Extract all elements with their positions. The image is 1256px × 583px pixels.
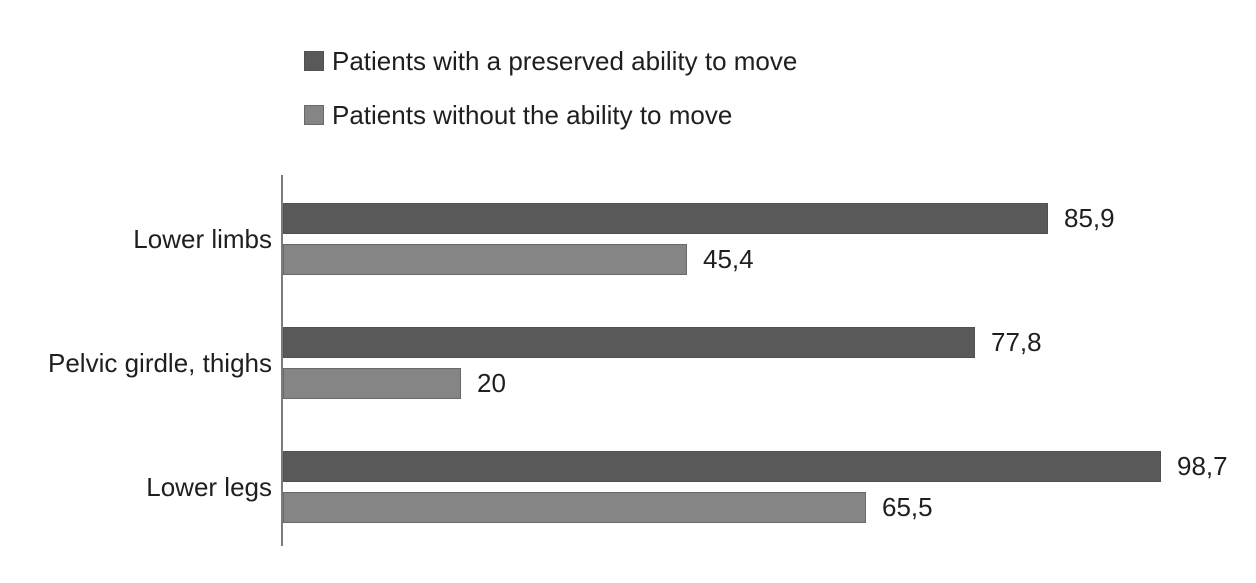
value-label: 77,8 <box>991 327 1042 357</box>
bar-series-1-lower-limbs <box>283 244 687 275</box>
bar-series-0-pelvic-girdle-thighs <box>283 327 975 358</box>
value-label: 20 <box>477 368 506 398</box>
legend-label-without-ability: Patients without the ability to move <box>332 100 733 130</box>
category-label: Lower limbs <box>133 224 272 254</box>
value-label: 98,7 <box>1177 451 1228 481</box>
value-label: 65,5 <box>882 492 933 522</box>
value-label: 85,9 <box>1064 203 1115 233</box>
chart-legend: Patients with a preserved ability to mov… <box>304 48 797 156</box>
bar-series-1-pelvic-girdle-thighs <box>283 368 461 399</box>
value-label: 45,4 <box>703 244 754 274</box>
bar-series-0-lower-limbs <box>283 203 1048 234</box>
category-label: Pelvic girdle, thighs <box>48 348 272 378</box>
legend-item-without-ability: Patients without the ability to move <box>304 102 797 128</box>
y-axis-line <box>281 175 283 546</box>
legend-swatch-dark-icon <box>304 51 324 71</box>
legend-item-preserved-ability: Patients with a preserved ability to mov… <box>304 48 797 74</box>
legend-swatch-gray-icon <box>304 105 324 125</box>
category-label: Lower legs <box>146 472 272 502</box>
legend-label-preserved-ability: Patients with a preserved ability to mov… <box>332 46 798 76</box>
bar-series-0-lower-legs <box>283 451 1161 482</box>
bar-series-1-lower-legs <box>283 492 866 523</box>
